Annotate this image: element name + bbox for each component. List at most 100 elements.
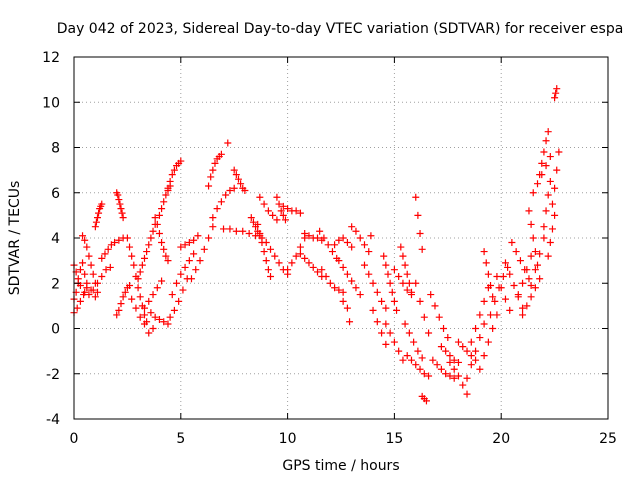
data-point-arc-22: [209, 214, 217, 222]
data-point-arc-75: [555, 148, 563, 156]
data-point-arc-08: [119, 293, 127, 301]
y-tick-label: 0: [51, 322, 60, 338]
data-point-arc-45: [390, 297, 398, 305]
axis-ticks: 0 5 10 15 20 25 -4 -2 0 2 4 6 8 10 12: [42, 50, 617, 447]
data-point-arc-63: [491, 297, 499, 305]
data-point-arc-57: [463, 390, 471, 398]
data-point-arc-29: [275, 259, 283, 267]
data-point-arc-31: [279, 202, 287, 210]
data-point-arc-70: [536, 250, 544, 258]
data-point-arc-47: [395, 272, 403, 280]
data-point-arc-25: [232, 227, 240, 235]
data-point-arc-12: [149, 291, 157, 299]
data-point-arc-56: [437, 343, 445, 351]
data-point-arc-12: [140, 304, 148, 312]
data-point-arc-20: [205, 234, 213, 242]
data-point-arc-17: [166, 313, 174, 321]
data-point-arc-29: [258, 234, 266, 242]
data-point-arc-37: [343, 239, 351, 247]
data-point-arc-33: [314, 268, 322, 276]
data-point-arc-04: [93, 288, 101, 296]
data-point-arc-17: [179, 286, 187, 294]
data-point-arc-21: [209, 166, 217, 174]
data-point-arc-29: [262, 239, 270, 247]
data-point-arc-06: [104, 245, 112, 253]
data-point-arc-18: [168, 291, 176, 299]
data-point-arc-38: [348, 277, 356, 285]
data-point-arc-08: [115, 306, 123, 314]
data-point-arc-31: [292, 207, 300, 215]
data-point-arc-65: [510, 282, 518, 290]
data-point-arc-54: [440, 325, 448, 332]
data-point-arc-72: [536, 171, 544, 179]
data-point-arc-35: [324, 241, 332, 249]
data-point-arc-51: [416, 229, 424, 237]
data-point-arc-42: [373, 288, 381, 296]
data-point-arc-18: [173, 279, 181, 287]
data-point-arc-02: [102, 266, 110, 274]
x-axis-label: GPS time / hours: [282, 458, 399, 474]
data-point-arc-67: [519, 279, 527, 287]
data-point-arc-71: [542, 162, 550, 170]
data-point-arc-13: [162, 252, 170, 260]
data-point-arc-19: [190, 236, 198, 244]
data-point-arc-33: [301, 254, 309, 262]
data-point-arc-65: [506, 270, 514, 278]
y-tick-label: 8: [51, 141, 60, 157]
data-point-arc-60: [476, 311, 484, 319]
data-point-arc-25: [245, 229, 253, 237]
data-point-arc-35: [316, 227, 324, 235]
data-point-arc-76: [551, 94, 559, 102]
data-point-arc-61: [489, 325, 497, 332]
data-point-arc-33: [305, 259, 313, 267]
data-point-arc-08: [117, 300, 125, 308]
data-point-arc-54: [431, 302, 439, 310]
data-point-arc-51: [412, 193, 420, 201]
data-point-arc-47: [399, 279, 407, 287]
data-point-arc-70: [540, 234, 548, 242]
data-point-arc-55: [442, 370, 450, 378]
data-point-arc-49: [401, 320, 409, 328]
data-point-arc-19: [181, 241, 189, 249]
data-point-arc-48: [397, 243, 405, 251]
chart-title: Day 042 of 2023, Sidereal Day-to-day VTE…: [57, 21, 624, 37]
data-point-arc-72: [538, 159, 546, 167]
data-point-arc-59: [480, 320, 488, 328]
data-point-arc-01: [76, 266, 84, 274]
data-point-arc-44: [378, 329, 386, 337]
data-point-arc-61: [476, 365, 484, 373]
data-point-arc-20: [200, 245, 208, 253]
data-point-arc-07: [114, 191, 122, 199]
data-point-arc-73: [544, 191, 552, 199]
data-point-arc-22: [213, 205, 221, 213]
data-point-arc-64: [506, 306, 514, 314]
data-point-arc-36: [318, 266, 326, 274]
data-point-arc-70: [531, 266, 539, 274]
data-point-arc-55: [450, 374, 458, 382]
data-point-arc-52: [425, 329, 433, 337]
data-point-arc-64: [493, 272, 501, 280]
data-point-arc-39: [339, 297, 347, 305]
data-point-arc-68: [531, 284, 539, 292]
data-point-arc-37: [331, 241, 339, 249]
data-point-arc-03: [83, 284, 91, 292]
data-point-arc-29: [267, 245, 275, 253]
data-point-arc-56: [442, 347, 450, 355]
data-point-arc-57: [450, 365, 458, 373]
data-point-arc-13: [158, 239, 166, 247]
data-points: [70, 85, 563, 405]
data-point-arc-27: [254, 220, 262, 228]
data-point-arc-26: [249, 218, 257, 226]
data-point-arc-31: [296, 209, 304, 217]
grid: [74, 57, 608, 419]
data-point-arc-50: [403, 352, 411, 360]
data-point-arc-29: [271, 252, 279, 260]
data-point-arc-74: [544, 252, 552, 260]
data-point-arc-02: [74, 275, 82, 283]
data-point-arc-28: [256, 193, 264, 201]
data-point-arc-66: [508, 239, 516, 247]
data-point-arc-75: [551, 184, 559, 192]
data-point-arc-25: [239, 227, 247, 235]
data-point-arc-27: [262, 257, 270, 265]
